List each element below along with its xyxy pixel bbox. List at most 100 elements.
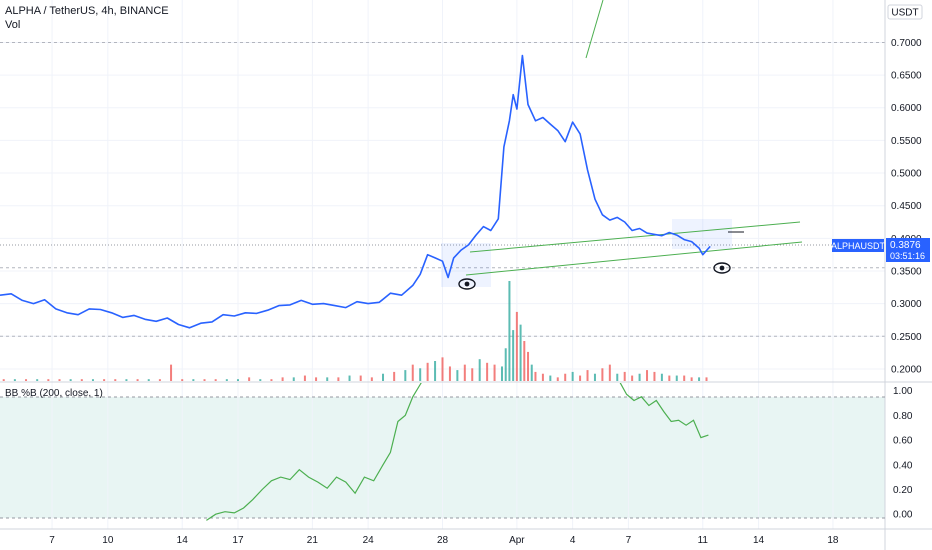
volume-bar	[359, 375, 362, 381]
volume-bar	[25, 379, 28, 381]
volume-bar	[668, 375, 671, 381]
price-tag-value: 0.3876	[890, 240, 921, 251]
price-axis[interactable]: 0.70000.65000.60000.55000.50000.45000.40…	[891, 38, 922, 375]
price-tick-label: 0.7000	[891, 38, 922, 49]
volume-bar	[404, 370, 407, 381]
osc-series-line	[619, 383, 709, 439]
volume-bar	[36, 379, 39, 381]
volume-bar	[426, 362, 429, 381]
currency-label: USDT	[891, 8, 918, 19]
volume-bar	[315, 377, 318, 381]
time-tick-label: 4	[570, 535, 576, 546]
time-axis[interactable]: 7 10 14 17 21 24 28 Apr 4 7 11 14 18	[49, 535, 839, 546]
volume-bar	[69, 379, 72, 381]
volume-bar	[448, 366, 451, 381]
time-tick-label: 24	[363, 535, 375, 546]
volume-bar	[259, 379, 262, 381]
volume-bar	[419, 368, 422, 381]
currency-tag[interactable]	[887, 4, 923, 20]
time-tick-label: Apr	[509, 535, 525, 546]
upper-channel-line[interactable]	[469, 221, 801, 253]
volume-bar	[125, 379, 128, 381]
highlight-box-right[interactable]	[672, 219, 732, 249]
volume-bar	[80, 379, 83, 381]
volume-bar	[486, 362, 489, 381]
volume-bar	[58, 379, 61, 381]
volume-bar	[114, 379, 117, 381]
volume-bar	[564, 373, 567, 381]
time-tick-label: 10	[102, 535, 114, 546]
volume-bar	[441, 357, 444, 381]
volume-bar	[690, 377, 693, 381]
volume-bar	[660, 373, 663, 381]
volume-bar	[170, 364, 173, 381]
volume-bar	[493, 364, 496, 381]
steep-trend-line[interactable]	[585, 0, 604, 59]
volume-bar	[281, 377, 284, 381]
volume-bar	[393, 371, 396, 381]
osc-tick-label: 0.40	[893, 460, 913, 471]
volume-bar	[47, 379, 50, 381]
volume-bar	[593, 373, 596, 381]
osc-title: BB %B (200, close, 1)	[5, 388, 103, 399]
volume-bar	[653, 371, 656, 381]
volume-bar	[571, 371, 574, 381]
volume-bar	[248, 377, 251, 381]
time-tick-label: 7	[49, 535, 55, 546]
lower-channel-line[interactable]	[465, 241, 803, 276]
price-tag-countdown: 03:51:16	[890, 251, 925, 261]
volume-bar	[549, 375, 552, 381]
eye-icon[interactable]	[713, 262, 731, 274]
volume-bar	[411, 364, 414, 381]
volume-bar	[608, 364, 611, 381]
volume-bars	[2, 281, 708, 381]
volume-bar	[500, 366, 503, 381]
osc-axis[interactable]: 1.00 0.80 0.60 0.40 0.20 0.00	[893, 386, 913, 521]
osc-tick-label: 0.00	[893, 510, 913, 521]
time-tick-label: 11	[698, 535, 709, 546]
symbol-tag	[832, 239, 884, 252]
volume-bar	[705, 377, 708, 381]
price-tick-label: 0.2500	[891, 332, 922, 343]
time-tick-label: 7	[626, 535, 632, 546]
volume-bar	[579, 375, 582, 381]
eye-icon[interactable]	[458, 278, 476, 290]
volume-bar	[586, 370, 589, 381]
price-tag	[886, 238, 930, 262]
price-series-line	[0, 54, 711, 329]
volume-bar	[519, 324, 522, 381]
volume-bar	[91, 379, 94, 381]
osc-series-line	[206, 383, 422, 521]
volume-bar	[434, 361, 437, 381]
chart-title: ALPHA / TetherUS, 4h, BINANCE	[5, 5, 169, 17]
price-tick-label: 0.4500	[891, 201, 922, 212]
volume-bar	[698, 377, 701, 381]
volume-bar	[646, 370, 649, 381]
highlight-box-left[interactable]	[441, 243, 491, 287]
price-line-group	[0, 54, 711, 329]
volume-bar	[675, 375, 678, 381]
time-tick-label: 14	[177, 535, 189, 546]
volume-bar	[556, 377, 559, 381]
volume-bar	[2, 379, 5, 381]
price-tick-label: 0.5500	[891, 136, 922, 147]
price-tick-label: 0.6000	[891, 103, 922, 114]
volume-bar	[623, 371, 626, 381]
osc-tick-label: 1.00	[893, 386, 913, 397]
volume-bar	[478, 359, 481, 381]
price-tick-label: 0.5000	[891, 169, 922, 180]
volume-bar	[523, 341, 526, 381]
volume-bar	[292, 377, 295, 381]
volume-bar	[192, 379, 195, 381]
time-tick-label: 17	[232, 535, 244, 546]
volume-bar	[508, 281, 511, 381]
volume-bar	[348, 375, 351, 381]
symbol-tag-label: ALPHAUSDT	[831, 241, 886, 251]
volume-bar	[512, 330, 515, 381]
volume-bar	[534, 371, 537, 381]
time-tick-label: 28	[437, 535, 449, 546]
volume-bar	[181, 379, 184, 381]
volume-bar	[541, 373, 544, 381]
volume-bar	[616, 373, 619, 381]
